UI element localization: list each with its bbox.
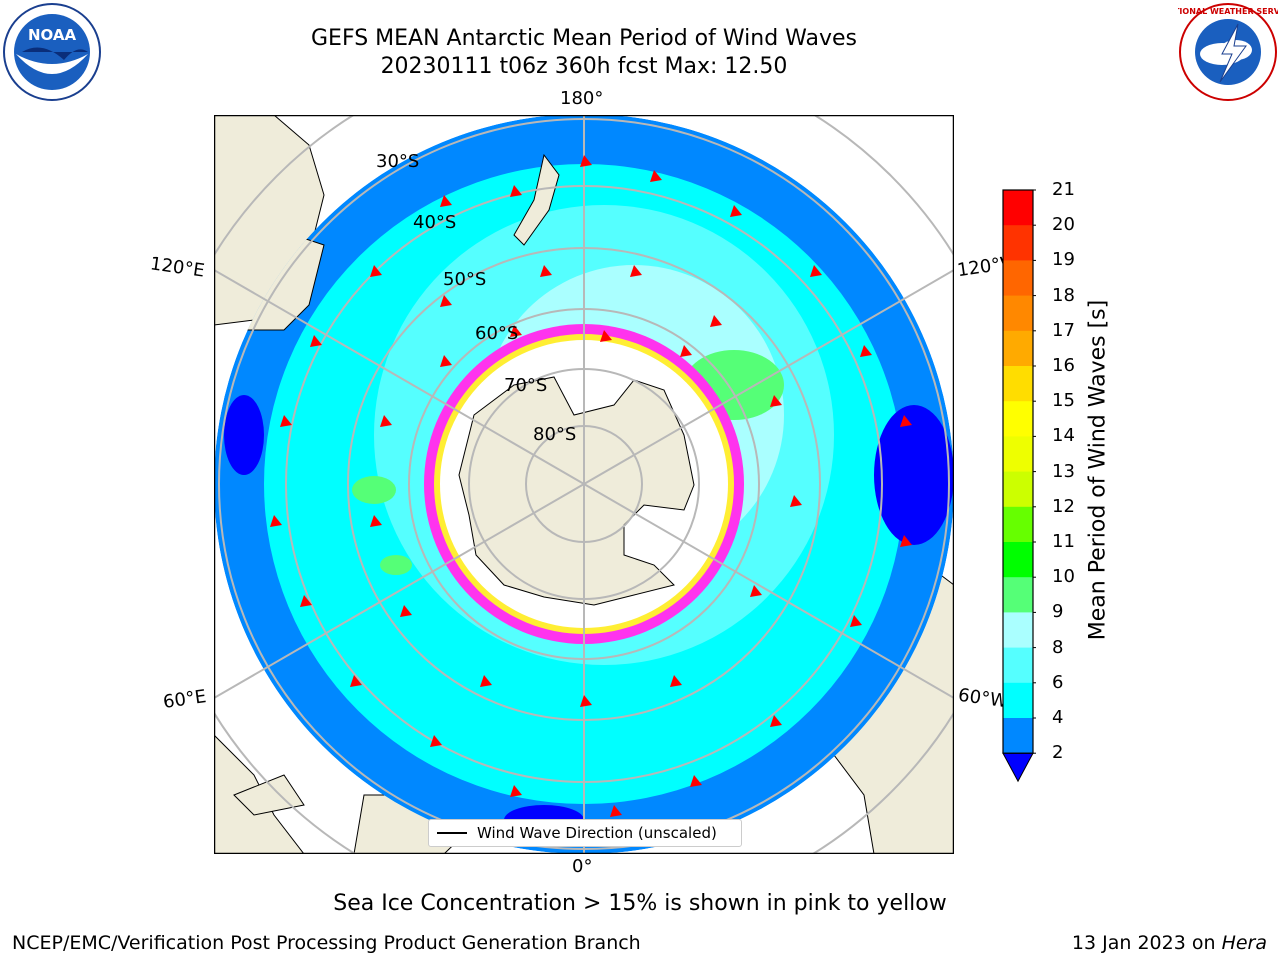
- colorbar-tick-label: 15: [1052, 390, 1075, 412]
- colorbar-segment: [1003, 366, 1033, 402]
- lon-label-left-lower: 60°E: [161, 686, 208, 713]
- colorbar-segment: [1003, 436, 1033, 473]
- colorbar-tick-label: 16: [1052, 355, 1075, 376]
- noaa-logo-text: NOAA: [28, 26, 77, 44]
- lat-label-70s: 70°S: [504, 375, 548, 396]
- nws-logo: NATIONAL WEATHER SERVICE: [1178, 3, 1278, 101]
- lon-label-bottom: 0°: [572, 856, 593, 877]
- colorbar-segment: [1003, 295, 1033, 332]
- colorbar-tick-label: 11: [1052, 531, 1075, 552]
- colorbar-tick-label: 19: [1052, 249, 1075, 271]
- colorbar-tick-label: 17: [1052, 319, 1075, 341]
- legend-label: Wind Wave Direction (unscaled): [477, 824, 717, 842]
- wind-wave-arrows: [270, 155, 912, 817]
- colorbar-tick-label: 13: [1052, 460, 1075, 482]
- colorbar-segment: [1003, 506, 1033, 543]
- noaa-logo: NOAA: [3, 3, 101, 101]
- colorbar-tick-label: 18: [1052, 284, 1075, 306]
- lon-label-left-upper: 120°E: [148, 253, 206, 282]
- chart-subtitle: 20230111 t06z 360h fcst Max: 12.50: [380, 54, 788, 79]
- colorbar-tick-label: 8: [1052, 636, 1064, 658]
- colorbar-tick-label: 4: [1052, 707, 1064, 728]
- colorbar-segment: [1003, 577, 1033, 613]
- colorbar-tick-label: 9: [1052, 601, 1064, 623]
- colorbar-title: Mean Period of Wind Waves [s]: [1085, 299, 1111, 641]
- colorbar-segment: [1003, 471, 1033, 508]
- chart-title: GEFS MEAN Antarctic Mean Period of Wind …: [311, 26, 857, 51]
- colorbar-segment: [1003, 260, 1033, 297]
- lat-label-60s: 60°S: [475, 323, 519, 344]
- lat-label-30s: 30°S: [376, 151, 420, 172]
- colorbar-tick-label: 21: [1052, 179, 1075, 200]
- colorbar-segment: [1003, 542, 1033, 578]
- colorbar-tick-label: 6: [1052, 671, 1064, 693]
- lon-label-top: 180°: [560, 88, 604, 109]
- footer-host: Hera: [1221, 932, 1267, 954]
- colorbar-extend-triangle: [1002, 752, 1034, 783]
- sea-ice-note: Sea Ice Concentration > 15% is shown in …: [333, 891, 947, 916]
- legend-line-swatch: [437, 832, 467, 834]
- colorbar-tick-label: 2: [1052, 742, 1064, 764]
- footer-date-text: 13 Jan 2023 on: [1071, 932, 1222, 954]
- colorbar-segment: [1003, 225, 1033, 261]
- lat-label-80s: 80°S: [533, 424, 577, 445]
- graticule: [214, 115, 954, 854]
- footer-credit: NCEP/EMC/Verification Post Processing Pr…: [12, 932, 641, 954]
- colorbar-segment: [1003, 190, 1033, 226]
- lat-label-50s: 50°S: [443, 269, 487, 290]
- colorbar-tick-label: 10: [1052, 566, 1075, 588]
- colorbar-segment: [1003, 647, 1033, 684]
- lat-label-40s: 40°S: [413, 212, 457, 233]
- footer-date: 13 Jan 2023 on Hera: [1072, 932, 1267, 954]
- colorbar-segment: [1003, 682, 1033, 719]
- polar-map: [214, 115, 954, 854]
- colorbar-segment: [1003, 330, 1033, 367]
- svg-text:NATIONAL WEATHER SERVICE: NATIONAL WEATHER SERVICE: [1178, 7, 1278, 16]
- colorbar-tick-label: 20: [1052, 214, 1075, 236]
- colorbar-segment: [1003, 612, 1033, 649]
- colorbar-tick-label: 12: [1052, 495, 1075, 517]
- colorbar-tick-label: 14: [1052, 425, 1075, 447]
- map-legend: Wind Wave Direction (unscaled): [428, 819, 742, 847]
- colorbar-segment: [1003, 718, 1033, 754]
- colorbar-segment: [1003, 401, 1033, 437]
- colorbar: [1002, 189, 1036, 783]
